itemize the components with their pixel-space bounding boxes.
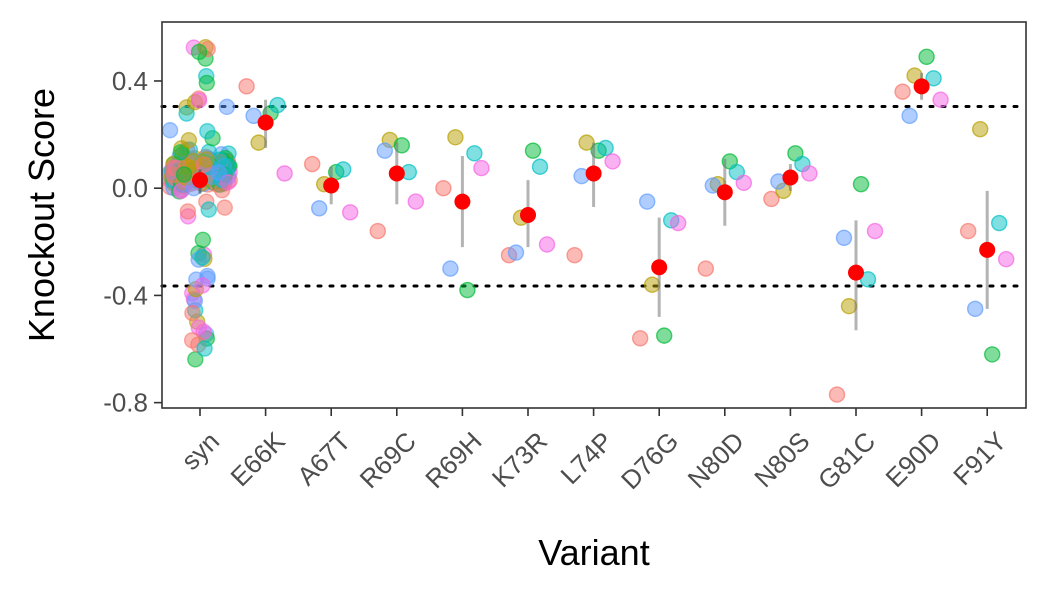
x-axis-title: Variant bbox=[538, 532, 649, 573]
replicate-point-A67T bbox=[342, 204, 359, 221]
replicate-point-E66K bbox=[276, 165, 293, 182]
replicate-point-R69C bbox=[407, 193, 424, 210]
replicate-point-R69H bbox=[447, 129, 464, 146]
syn-point bbox=[175, 166, 193, 183]
mean-point-L74P bbox=[585, 165, 602, 182]
replicate-point-F91Y bbox=[998, 251, 1015, 268]
replicate-point-F91Y bbox=[984, 346, 1001, 363]
mean-point-A67T bbox=[323, 177, 340, 194]
syn-point bbox=[194, 249, 211, 266]
syn-point bbox=[179, 203, 197, 220]
replicate-point-A67T bbox=[304, 155, 321, 173]
y-axis-title: Knockout Score bbox=[21, 88, 62, 342]
syn-point bbox=[180, 132, 198, 149]
mean-point-R69C bbox=[388, 165, 405, 182]
mean-point-D76G bbox=[651, 259, 668, 276]
replicate-point-D76G bbox=[644, 276, 661, 293]
y-tick-label: -0.8 bbox=[103, 388, 148, 418]
mean-point-K73R bbox=[520, 207, 536, 223]
plot-layer bbox=[160, 38, 1028, 403]
replicate-point-G81C bbox=[866, 222, 884, 240]
replicate-point-D76G bbox=[670, 214, 687, 232]
replicate-point-G81C bbox=[840, 297, 858, 315]
replicate-point-E90D bbox=[901, 107, 918, 125]
replicate-point-E66K bbox=[245, 107, 262, 125]
syn-point bbox=[178, 105, 195, 122]
syn-point bbox=[190, 319, 208, 336]
mean-point-G81C bbox=[848, 264, 864, 281]
mean-point-R69H bbox=[454, 193, 471, 210]
syn-point bbox=[190, 92, 208, 109]
syn-point bbox=[194, 231, 212, 248]
syn-point bbox=[196, 340, 213, 357]
syn-point bbox=[194, 277, 211, 294]
mean-point-F91Y bbox=[979, 241, 996, 258]
replicate-point-F91Y bbox=[972, 121, 989, 138]
mean-point-N80D bbox=[716, 184, 733, 201]
replicate-point-N80D bbox=[704, 177, 721, 194]
mean-point-E90D bbox=[913, 78, 930, 95]
syn-point bbox=[216, 199, 233, 216]
replicate-point-D76G bbox=[632, 330, 649, 347]
replicate-point-G81C bbox=[828, 386, 846, 403]
replicate-point-E66K bbox=[238, 78, 255, 95]
syn-point bbox=[198, 74, 215, 92]
replicate-point-F91Y bbox=[991, 214, 1008, 232]
replicate-point-K73R bbox=[531, 158, 549, 175]
replicate-point-D76G bbox=[639, 193, 656, 210]
replicate-point-L74P bbox=[566, 247, 583, 264]
y-tick-label: 0.4 bbox=[112, 66, 148, 96]
replicate-point-E90D bbox=[932, 91, 949, 108]
replicate-point-G81C bbox=[859, 271, 877, 288]
replicate-point-E90D bbox=[894, 83, 911, 100]
syn-point bbox=[200, 201, 217, 218]
syn-mean-point bbox=[192, 172, 208, 189]
replicate-point-N80S bbox=[763, 190, 780, 208]
mean-point-E66K bbox=[257, 114, 274, 131]
replicate-point-R69H bbox=[466, 145, 483, 162]
syn-point bbox=[218, 98, 236, 116]
replicate-point-L74P bbox=[597, 139, 614, 157]
replicate-point-R69C bbox=[369, 222, 386, 240]
replicate-point-R69H bbox=[459, 281, 476, 299]
replicate-point-G81C bbox=[852, 175, 870, 193]
replicate-point-F91Y bbox=[960, 222, 977, 240]
replicate-point-R69H bbox=[435, 179, 452, 197]
syn-point bbox=[184, 304, 201, 322]
syn-point bbox=[161, 122, 179, 139]
replicate-point-E66K bbox=[269, 96, 286, 114]
replicate-point-G81C bbox=[835, 229, 853, 246]
mean-point-N80S bbox=[782, 169, 799, 186]
syn-point bbox=[198, 151, 215, 168]
replicate-point-A67T bbox=[335, 161, 352, 178]
replicate-point-D76G bbox=[656, 327, 673, 344]
replicate-point-N80S bbox=[801, 165, 818, 182]
replicate-point-K73R bbox=[524, 142, 542, 159]
replicate-point-E66K bbox=[250, 134, 267, 151]
replicate-point-A67T bbox=[311, 200, 328, 217]
replicate-point-F91Y bbox=[967, 300, 984, 318]
replicate-point-R69C bbox=[376, 142, 393, 159]
replicate-point-R69H bbox=[473, 159, 490, 177]
y-tick-label: 0.0 bbox=[112, 173, 148, 203]
syn-point bbox=[172, 144, 189, 161]
replicate-point-N80D bbox=[735, 174, 752, 192]
replicate-point-E90D bbox=[925, 70, 942, 87]
replicate-point-R69H bbox=[442, 260, 459, 277]
replicate-point-L74P bbox=[604, 153, 621, 170]
replicate-point-E90D bbox=[918, 48, 935, 66]
syn-point bbox=[199, 123, 216, 140]
replicate-point-N80D bbox=[697, 260, 714, 277]
y-tick-label: -0.4 bbox=[103, 280, 148, 310]
syn-point bbox=[219, 174, 237, 191]
syn-point bbox=[210, 164, 227, 181]
syn-point bbox=[190, 43, 208, 61]
replicate-point-K73R bbox=[538, 236, 556, 253]
replicate-point-K73R bbox=[507, 244, 525, 261]
